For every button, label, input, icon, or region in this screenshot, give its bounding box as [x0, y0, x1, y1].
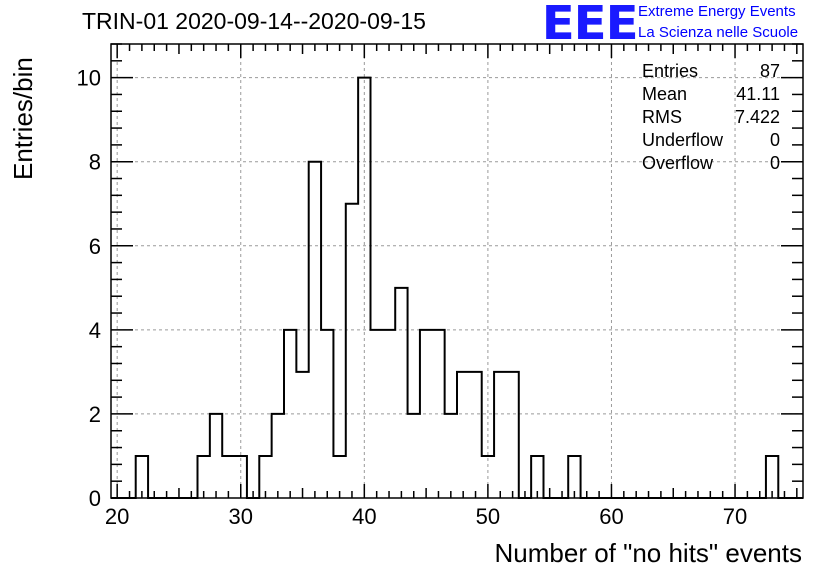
stats-box: Entries 87 Mean 41.11 RMS 7.422 Underflo…	[642, 60, 780, 175]
stat-label: Mean	[642, 84, 688, 104]
histogram-bin	[494, 372, 506, 498]
axis-ticks: 20 30 40 50 60 70 0 2 4 6 8 10	[77, 43, 803, 529]
x-tick-label: 20	[105, 504, 129, 529]
histogram-bin	[408, 414, 420, 498]
plot-frame	[110, 43, 804, 499]
histogram-bin	[296, 372, 308, 498]
logo-text-line2: La Scienza nelle Scuole	[638, 24, 799, 41]
chart-title: TRIN-01 2020-09-14--2020-09-15	[82, 8, 426, 34]
stat-row-underflow: Underflow 0	[642, 129, 780, 152]
stat-row-entries: Entries 87	[642, 60, 780, 83]
stat-row-overflow: Overflow 0	[642, 152, 780, 175]
stat-value: 0	[769, 130, 780, 150]
stat-row-mean: Mean 41.11	[642, 83, 780, 106]
stat-value: 41.11	[736, 84, 780, 104]
histogram-bin	[272, 414, 284, 498]
histogram-bin	[469, 372, 481, 498]
y-tick-label: 0	[89, 486, 101, 511]
y-axis-label: Entries/bin	[8, 57, 38, 180]
stat-value: 87	[759, 61, 780, 81]
x-axis-label: Number of "no hits" events	[494, 538, 803, 568]
logo-text-line1: Extreme Energy Events	[638, 3, 796, 20]
histogram-bin	[346, 204, 358, 498]
y-tick-label: 10	[77, 66, 101, 91]
y-tick-label: 8	[89, 150, 101, 175]
y-tick-label: 4	[89, 318, 101, 343]
histogram-bin	[210, 414, 222, 498]
eee-logo-icon: EEE	[541, 0, 639, 50]
histogram-bin	[445, 414, 457, 498]
x-tick-label: 40	[352, 504, 376, 529]
stat-label: Underflow	[642, 130, 724, 150]
grid-lines	[111, 44, 803, 498]
stat-label: Overflow	[642, 153, 714, 173]
plot-border	[110, 43, 804, 499]
histogram-bin	[506, 372, 518, 498]
stat-value: 7.422	[734, 107, 780, 127]
y-tick-label: 6	[89, 234, 101, 259]
stat-row-rms: RMS 7.422	[642, 106, 780, 129]
stat-label: RMS	[642, 107, 682, 127]
stat-value: 0	[769, 153, 780, 173]
x-tick-label: 50	[476, 504, 500, 529]
x-tick-label: 70	[723, 504, 747, 529]
x-tick-label: 60	[599, 504, 623, 529]
y-tick-label: 2	[89, 402, 101, 427]
histogram-bin	[457, 372, 469, 498]
stat-label: Entries	[642, 61, 699, 81]
histogram-bin	[395, 288, 407, 498]
x-tick-label: 30	[229, 504, 253, 529]
